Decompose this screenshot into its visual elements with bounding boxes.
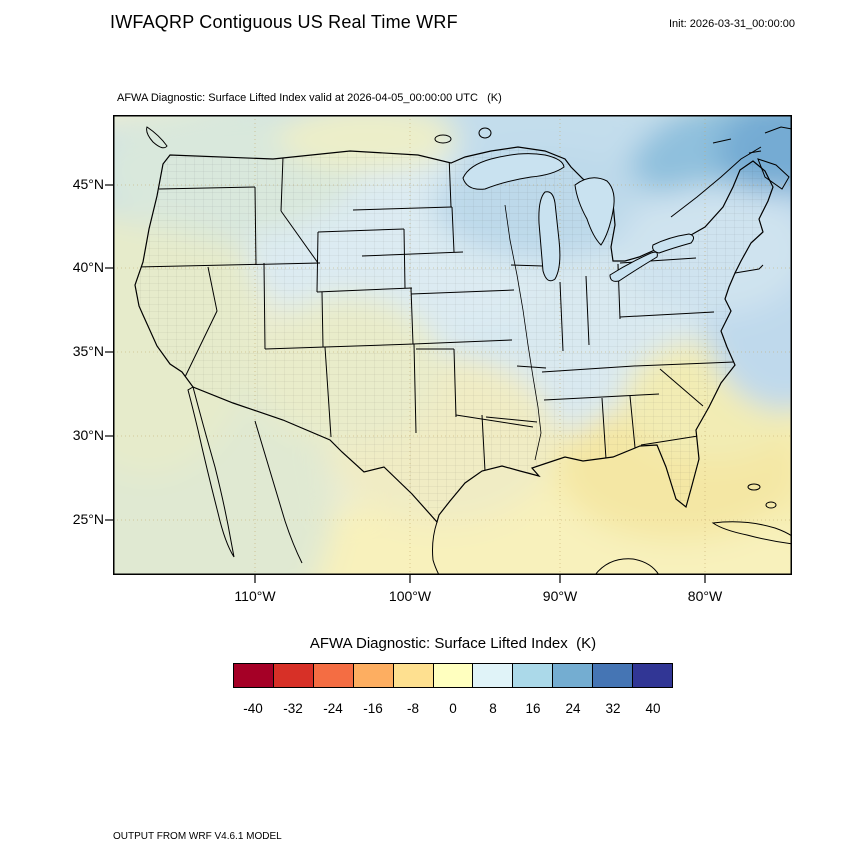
map-subtitle: AFWA Diagnostic: Surface Lifted Index va… — [117, 92, 502, 104]
colorbar-tick-label: 8 — [489, 701, 497, 716]
mexico-coast — [187, 386, 660, 575]
colorbar-box — [632, 663, 673, 688]
state-borders — [136, 154, 735, 472]
lon-tick-label: 90°W — [542, 588, 578, 604]
colorbar-tick-label: -24 — [323, 701, 343, 716]
caribbean-islands — [711, 264, 792, 545]
colorbar-box — [352, 663, 394, 688]
colorbar-box — [512, 663, 554, 688]
colorbar-box — [592, 663, 634, 688]
colorbar-tick-label: -16 — [363, 701, 383, 716]
lat-tick-label: 30°N — [72, 427, 104, 443]
colorbar-box — [552, 663, 594, 688]
lat-tick-label: 45°N — [72, 176, 104, 192]
axis-ticks — [105, 184, 706, 583]
colorbar-tick-label: 16 — [525, 701, 541, 716]
model-footer: OUTPUT FROM WRF V4.6.1 MODEL WE = 580 ; … — [113, 804, 506, 850]
lat-tick-label: 40°N — [72, 259, 104, 275]
init-time-label: Init: 2026-03-31_00:00:00 — [669, 18, 795, 30]
map-figure — [105, 115, 792, 583]
colorbar-tick-label: 32 — [605, 701, 621, 716]
lon-tick-label: 80°W — [687, 588, 723, 604]
colorbar-title: AFWA Diagnostic: Surface Lifted Index (K… — [309, 635, 597, 652]
colorbar-labels: -40 -32 -24 -16 -8 0 8 16 24 32 40 — [233, 701, 673, 716]
plot-title: IWFAQRP Contiguous US Real Time WRF — [110, 12, 458, 32]
colorbar-tick-label: 0 — [449, 701, 457, 716]
colorbar-box — [312, 663, 354, 688]
colorbar-tick-label: -8 — [406, 701, 419, 716]
lon-tick-label: 100°W — [388, 588, 432, 604]
colorbar-tick-label: -32 — [283, 701, 303, 716]
colorbar-tick-label: -40 — [243, 701, 263, 716]
map-area — [105, 115, 792, 583]
colorbar-box — [472, 663, 514, 688]
colorbar-box — [432, 663, 474, 688]
coastlines — [134, 126, 792, 575]
canada-coast — [146, 126, 792, 218]
us-outline — [134, 146, 774, 524]
footer-line1: OUTPUT FROM WRF V4.6.1 MODEL — [113, 831, 282, 842]
lon-tick-label: 110°W — [234, 588, 276, 604]
colorbar — [233, 663, 673, 688]
colorbar-tick-label: 24 — [565, 701, 581, 716]
colorbar-box — [272, 663, 314, 688]
colorbar-box — [392, 663, 434, 688]
map-frame — [113, 115, 792, 575]
great-lakes — [462, 153, 695, 282]
colorbar-tick-label: 40 — [645, 701, 661, 716]
colorbar-box — [233, 663, 274, 688]
lat-tick-label: 35°N — [72, 343, 104, 359]
lat-tick-label: 25°N — [72, 511, 104, 527]
